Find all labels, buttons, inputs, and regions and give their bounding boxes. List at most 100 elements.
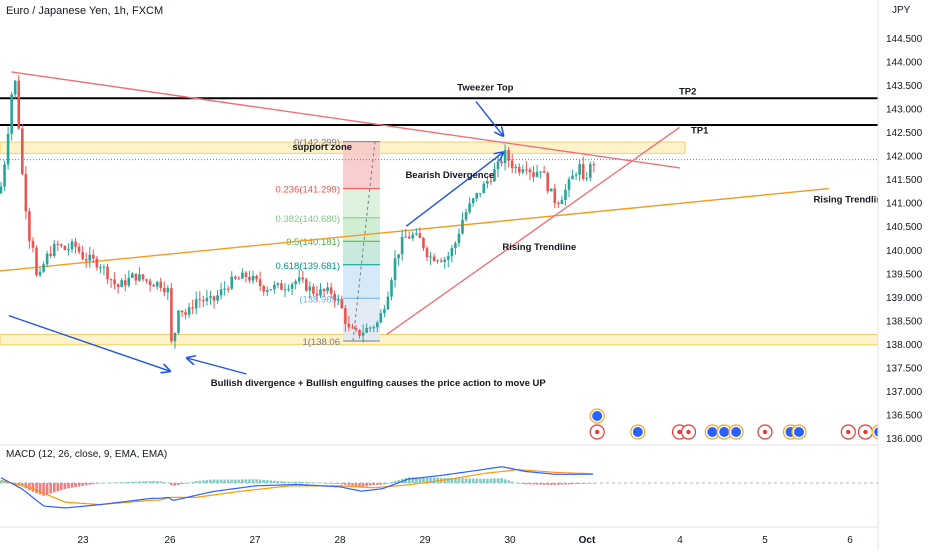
candle-body	[333, 293, 336, 301]
annotation-label: support zone	[292, 142, 352, 153]
candle-body	[496, 161, 500, 170]
event-marker-dot	[719, 427, 730, 437]
candle-body	[52, 243, 56, 256]
fib-level-label: 0(142.299)	[294, 138, 340, 149]
candle-body	[49, 253, 52, 256]
macd-histogram-bar	[141, 481, 145, 483]
candle-body	[74, 241, 77, 247]
candle-body	[528, 169, 532, 173]
annotation-label: Rising Trendline	[813, 195, 887, 206]
candle-body	[329, 287, 333, 294]
candle-body	[116, 284, 120, 288]
macd-histogram-bar	[521, 483, 525, 485]
candle-body	[589, 164, 592, 178]
candle-body	[35, 247, 38, 276]
candle-body	[10, 94, 13, 134]
candle-body	[546, 172, 549, 192]
macd-histogram-bar	[525, 483, 528, 485]
candle-body	[237, 278, 241, 280]
candle-body	[294, 281, 297, 285]
candle-body	[518, 167, 521, 173]
macd-histogram-bar	[226, 479, 230, 483]
candle-body	[549, 188, 553, 192]
macd-histogram-bar	[102, 482, 106, 484]
macd-histogram-bar	[283, 481, 287, 483]
macd-histogram-bar	[280, 481, 283, 483]
macd-histogram-bar	[560, 483, 564, 485]
macd-histogram-bar	[177, 483, 180, 485]
candle-body	[3, 164, 6, 187]
candle-body	[223, 288, 226, 290]
event-marker-dot	[794, 427, 804, 437]
event-marker-dot	[594, 429, 600, 435]
macd-histogram-bar	[322, 483, 326, 484]
macd-histogram-bar	[457, 478, 461, 483]
event-marker-dot	[707, 427, 718, 437]
horizontal-lines-layer: 143.219142.652141.91532:00	[0, 91, 929, 177]
macd-histogram-bar	[138, 481, 141, 483]
arrows-layer	[8, 101, 503, 375]
x-tick-label: 5	[762, 535, 768, 546]
macd-histogram-bar	[287, 481, 290, 483]
macd-histogram-bar	[379, 483, 383, 485]
candle-body	[471, 198, 475, 204]
macd-histogram-bar	[152, 481, 155, 483]
macd-title: MACD (12, 26, close, 9, EMA, EMA)	[6, 449, 168, 460]
fib-band	[343, 217, 380, 242]
candle-body	[464, 212, 468, 220]
macd-histogram-bar	[24, 483, 28, 489]
candle-body	[354, 328, 358, 330]
macd-histogram-bar	[262, 479, 265, 483]
x-tick-label: 30	[504, 535, 516, 546]
macd-histogram-bar	[510, 481, 514, 483]
candle-body	[475, 193, 478, 199]
fib-band	[343, 188, 380, 218]
macd-histogram-bar	[496, 478, 500, 483]
y-tick-label: 139.500	[886, 269, 923, 280]
y-tick-label: 142.000	[886, 152, 923, 163]
candle-body	[234, 276, 237, 279]
candle-body	[486, 181, 489, 184]
candle-body	[365, 327, 368, 333]
macd-histogram-bar	[553, 483, 557, 485]
macd-histogram-bar	[418, 477, 422, 483]
candle-body	[372, 327, 376, 329]
candle-body	[567, 179, 571, 190]
candle-body	[315, 293, 319, 296]
candle-body	[77, 246, 81, 253]
macd-histogram-bar	[234, 479, 237, 483]
macd-histogram-bar	[166, 482, 170, 484]
candle-body	[123, 280, 127, 286]
candle-body	[482, 183, 486, 194]
candle-body	[468, 203, 471, 213]
macd-histogram-bar	[390, 482, 393, 483]
candle-body	[447, 256, 450, 260]
trendline-rising-red	[386, 126, 680, 336]
candle-body	[56, 243, 60, 245]
macd-histogram-bar	[507, 480, 510, 483]
macd-histogram-bar	[464, 478, 468, 483]
macd-histogram-bar	[95, 483, 99, 484]
candle-body	[557, 202, 560, 205]
macd-histogram-bar	[184, 483, 187, 484]
candle-body	[92, 254, 95, 259]
fib-level-label: (138.969)	[299, 294, 340, 305]
macd-histogram-bar	[386, 483, 390, 484]
candle-body	[269, 289, 273, 291]
candle-body	[194, 299, 198, 309]
candle-body	[514, 167, 518, 169]
macd-histogram-bar	[475, 478, 478, 483]
candle-body	[319, 289, 322, 296]
macd-histogram-bar	[539, 483, 542, 485]
candle-body	[67, 249, 70, 251]
y-tick-label: 140.000	[886, 246, 923, 257]
candle-body	[411, 234, 415, 239]
macd-histogram-bar	[549, 483, 553, 485]
candle-body	[581, 164, 585, 179]
y-tick-label: 143.000	[886, 105, 923, 116]
macd-histogram-bar	[155, 481, 159, 483]
price-axis-bg	[878, 0, 932, 550]
macd-histogram-bar	[120, 482, 123, 483]
